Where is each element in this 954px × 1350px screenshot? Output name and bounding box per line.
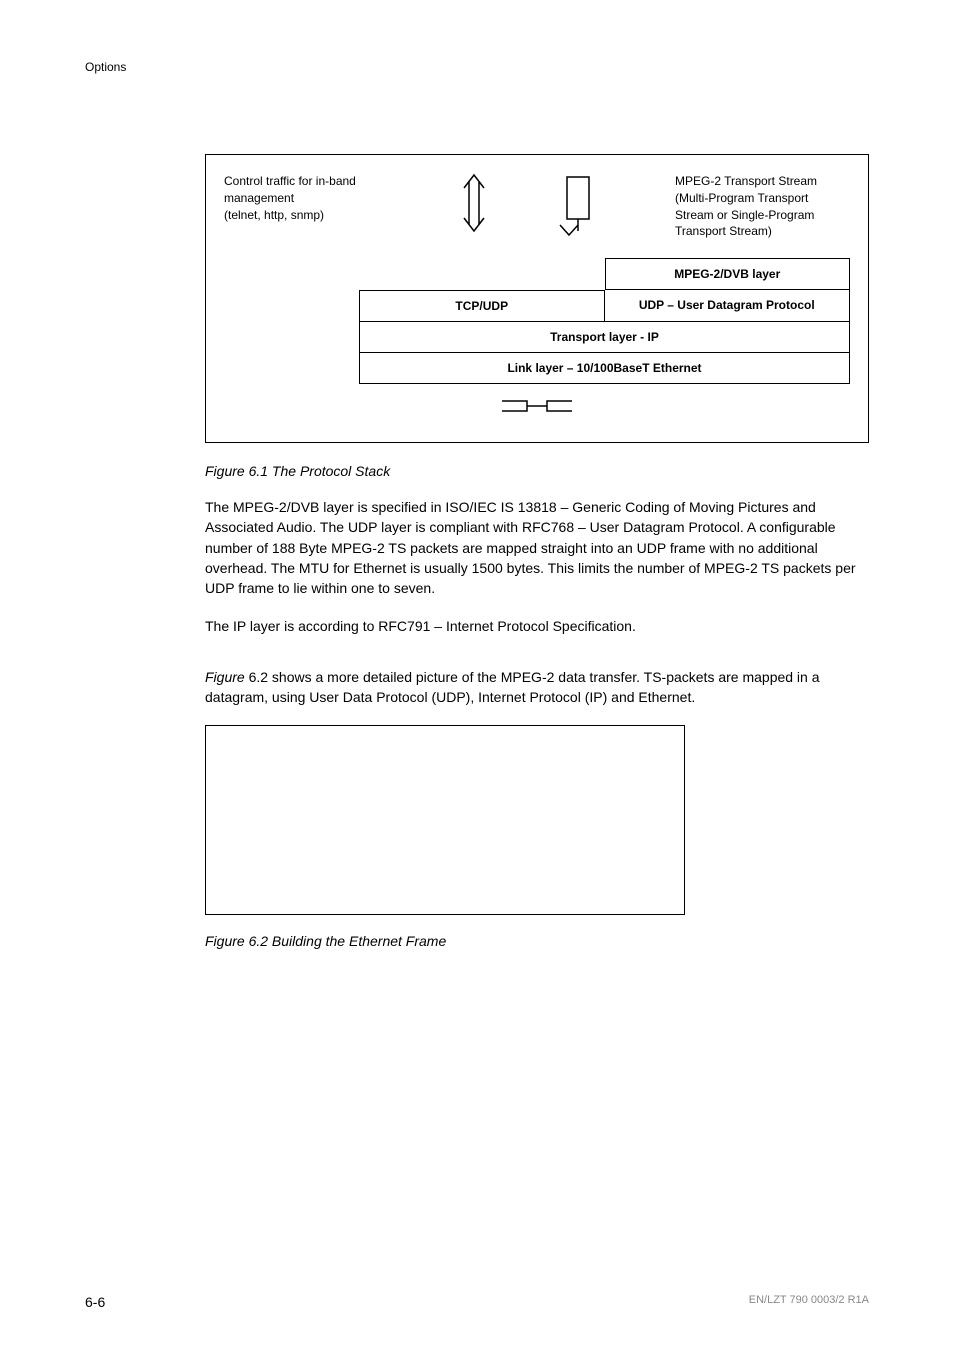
paragraph-2: The IP layer is according to RFC791 – In… bbox=[205, 616, 869, 636]
link-layer-cell: Link layer – 10/100BaseT Ethernet bbox=[359, 353, 850, 384]
paragraph-3-prefix: Figure bbox=[205, 669, 245, 685]
control-line1: Control traffic for in-band bbox=[224, 173, 394, 190]
tcp-udp-cell: TCP/UDP bbox=[359, 290, 605, 322]
mpeg-stream-label: MPEG-2 Transport Stream (Multi-Program T… bbox=[675, 173, 850, 240]
transport-layer-cell: Transport layer - IP bbox=[359, 322, 850, 353]
main-content: Control traffic for in-band management (… bbox=[205, 154, 869, 949]
mpeg-line3: Stream or Single-Program bbox=[675, 207, 850, 224]
paragraph-3-rest: 6.2 shows a more detailed picture of the… bbox=[205, 669, 820, 705]
mpeg-layer-row: MPEG-2/DVB layer bbox=[359, 258, 850, 290]
layer-stack: MPEG-2/DVB layer TCP/UDP UDP – User Data… bbox=[359, 258, 850, 384]
figure-6-2-placeholder bbox=[205, 725, 685, 915]
paragraph-3: Figure 6.2 shows a more detailed picture… bbox=[205, 667, 869, 708]
connector-icon bbox=[224, 389, 850, 424]
control-traffic-label: Control traffic for in-band management (… bbox=[224, 173, 394, 223]
layer-spacer bbox=[359, 258, 605, 290]
udp-protocol-cell: UDP – User Datagram Protocol bbox=[605, 290, 851, 322]
down-arrow-box bbox=[555, 173, 605, 243]
tcp-udp-row: TCP/UDP UDP – User Datagram Protocol bbox=[359, 290, 850, 322]
control-line2: management bbox=[224, 190, 394, 207]
control-line3: (telnet, http, snmp) bbox=[224, 207, 394, 224]
paragraph-1: The MPEG-2/DVB layer is specified in ISO… bbox=[205, 497, 869, 598]
mpeg-line1: MPEG-2 Transport Stream bbox=[675, 173, 850, 190]
figure-6-2-caption: Figure 6.2 Building the Ethernet Frame bbox=[205, 933, 869, 949]
section-header: Options bbox=[85, 60, 869, 74]
diagram-top-row: Control traffic for in-band management (… bbox=[224, 173, 850, 243]
figure-6-1-caption: Figure 6.1 The Protocol Stack bbox=[205, 463, 869, 479]
page-footer: 6-6 EN/LZT 790 0003/2 R1A bbox=[85, 1294, 869, 1310]
protocol-stack-diagram: Control traffic for in-band management (… bbox=[205, 154, 869, 443]
document-reference: EN/LZT 790 0003/2 R1A bbox=[749, 1294, 869, 1310]
page-number: 6-6 bbox=[85, 1294, 105, 1310]
bidir-arrow bbox=[454, 173, 494, 243]
mpeg-line4: Transport Stream) bbox=[675, 223, 850, 240]
mpeg-dvb-layer-cell: MPEG-2/DVB layer bbox=[605, 258, 851, 290]
mpeg-line2: (Multi-Program Transport bbox=[675, 190, 850, 207]
